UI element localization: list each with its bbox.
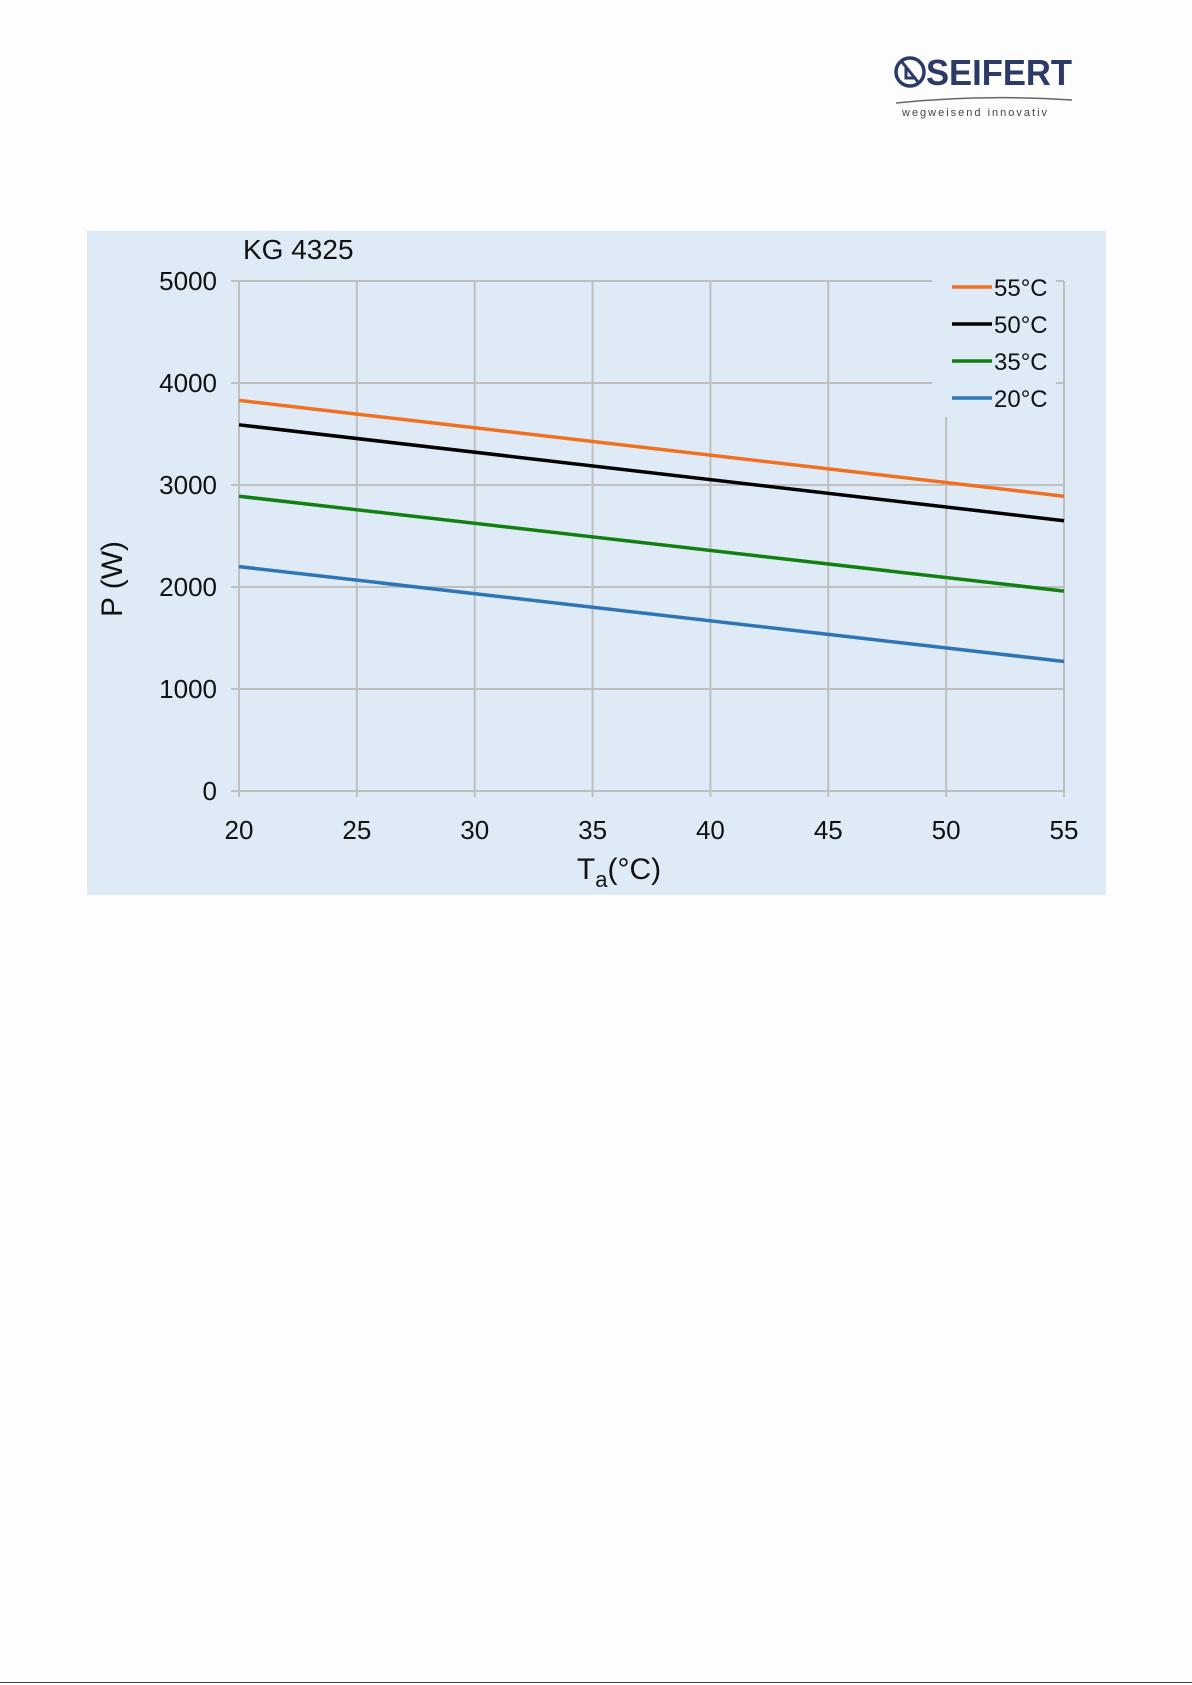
y-axis-label: P (W) — [96, 541, 129, 617]
logo-arrow-icon — [900, 61, 920, 83]
x-tick-label: 30 — [460, 815, 489, 845]
legend-label: 35°C — [994, 349, 1048, 376]
x-axis-label-subscript: a — [595, 867, 608, 892]
legend-label: 55°C — [994, 275, 1048, 302]
logo-swoosh-icon — [895, 96, 1073, 104]
x-tick-label: 35 — [578, 815, 607, 845]
x-tick-label: 50 — [932, 815, 961, 845]
tick-layer: 20 25 30 35 40 45 50 55 0 1000 2000 3000 4000 5000 — [159, 266, 1078, 845]
series-line — [238, 423, 1065, 523]
x-axis-label-main: T — [577, 853, 595, 886]
series-line — [238, 398, 1065, 498]
chart-panel: 20 25 30 35 40 45 50 55 0 1000 2000 3000 4000 5000 55… — [87, 231, 1106, 895]
y-tick-label: 4000 — [159, 368, 217, 398]
power-derating-chart: 20 25 30 35 40 45 50 55 0 1000 2000 3000 4000 5000 55… — [96, 234, 1078, 892]
seifert-logo: SEIFERT wegweisend innovativ — [892, 48, 1078, 122]
x-tick-label: 45 — [814, 815, 843, 845]
legend-label: 50°C — [994, 312, 1048, 339]
x-tick-label: 25 — [342, 815, 371, 845]
legend-label: 20°C — [994, 386, 1048, 413]
logo-emblem-icon — [894, 56, 926, 88]
chart-title: KG 4325 — [243, 234, 354, 265]
legend: 55°C 50°C 35°C 20°C — [952, 275, 1048, 413]
y-tick-label: 3000 — [159, 470, 217, 500]
y-tick-label: 5000 — [159, 266, 217, 296]
x-tick-label: 55 — [1050, 815, 1079, 845]
series-layer — [238, 398, 1065, 664]
x-axis-label-unit: (°C) — [607, 853, 661, 886]
y-tick-label: 2000 — [159, 572, 217, 602]
x-axis-label: Ta(°C) — [577, 853, 661, 892]
logo-brand-text: SEIFERT — [926, 52, 1072, 93]
x-tick-label: 20 — [225, 815, 254, 845]
logo-tagline-text: wegweisend innovativ — [901, 107, 1049, 119]
legend-background — [932, 269, 1056, 417]
y-tick-label: 1000 — [159, 674, 217, 704]
series-line — [238, 494, 1065, 593]
footer-rule — [0, 1682, 1192, 1683]
seifert-logo-graphic: SEIFERT wegweisend innovativ — [894, 52, 1073, 119]
y-tick-label: 0 — [203, 776, 217, 806]
x-tick-label: 40 — [696, 815, 725, 845]
grid-layer — [231, 280, 1065, 797]
series-line — [238, 564, 1065, 664]
